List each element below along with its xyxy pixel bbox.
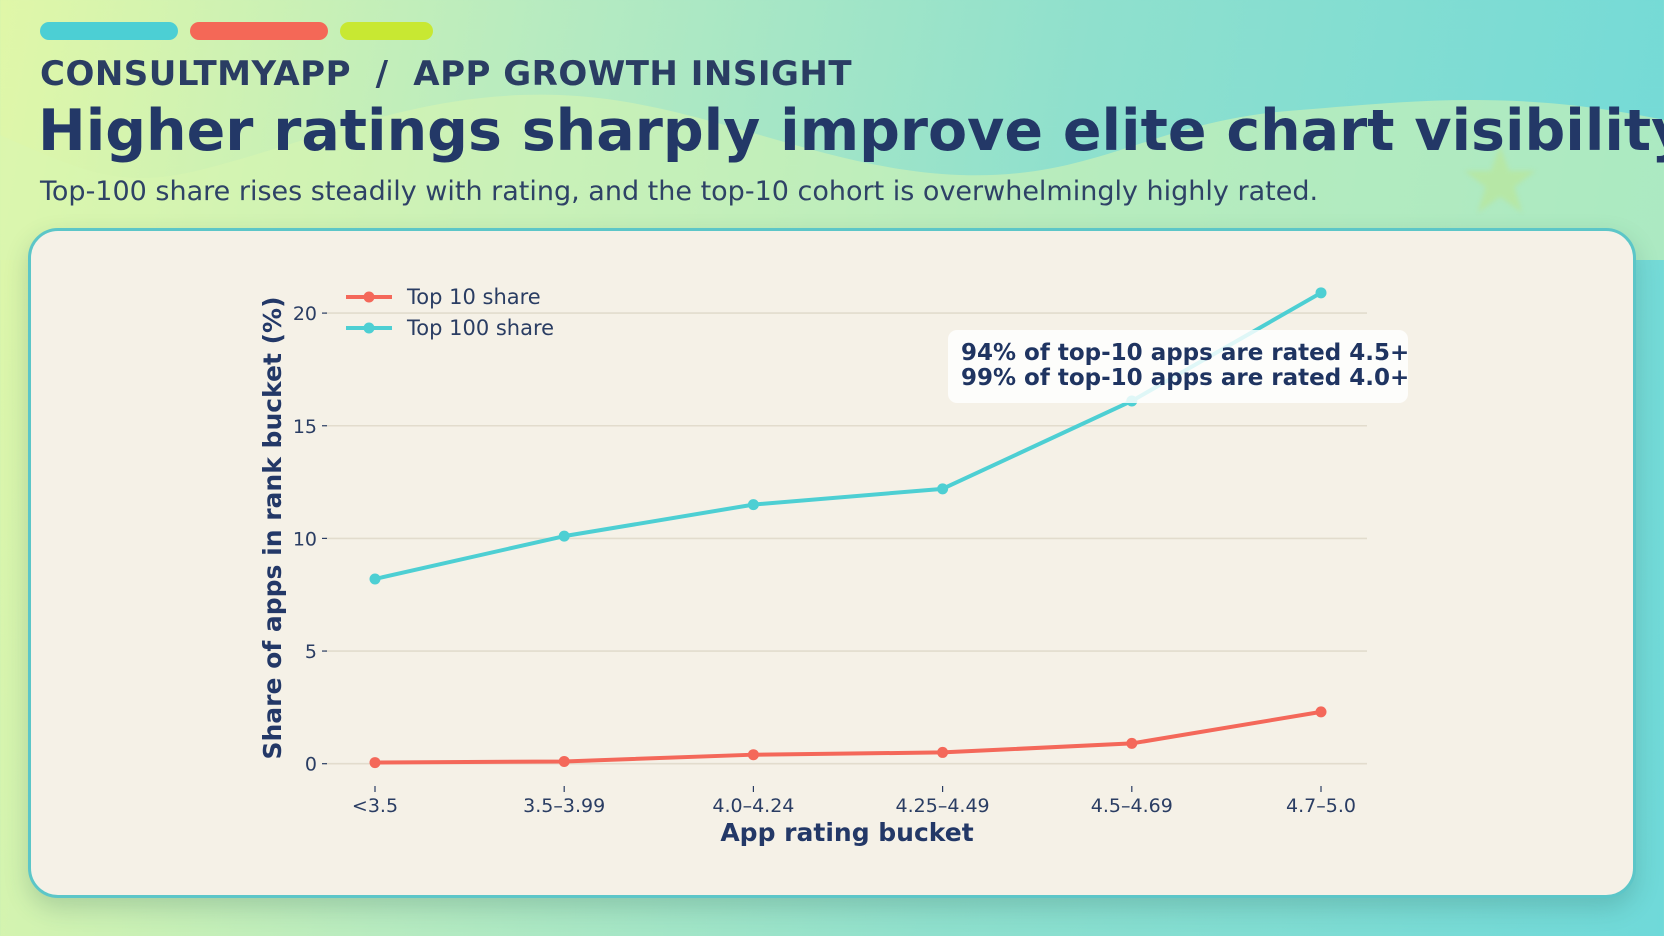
y-tick-label: 5	[305, 641, 317, 663]
legend-item: Top 10 share	[346, 285, 541, 309]
data-point	[1315, 287, 1327, 299]
data-point	[369, 573, 381, 585]
y-axis-title: Share of apps in rank bucket (%)	[258, 296, 287, 759]
x-tick-label: <3.5	[352, 795, 398, 817]
y-tick-label: 0	[305, 754, 317, 776]
data-point	[558, 755, 570, 767]
x-tick-label: 4.5–4.69	[1091, 795, 1173, 817]
annotation-background	[948, 330, 1408, 403]
annotation-line: 99% of top-10 apps are rated 4.0+	[961, 365, 1409, 391]
x-tick-label: 4.7–5.0	[1286, 795, 1356, 817]
accent-pills	[40, 22, 433, 40]
data-point	[937, 483, 949, 495]
x-tick-label: 3.5–3.99	[523, 795, 605, 817]
annotation-line: 94% of top-10 apps are rated 4.5+	[961, 340, 1409, 366]
x-axis-ticks: <3.5 3.5–3.99 4.0–4.24 4.25–4.49 4.5–4.69 4.7…	[352, 786, 1356, 817]
data-point	[558, 530, 570, 542]
data-point	[1126, 737, 1138, 749]
page-subtitle: Top-100 share rises steadily with rating…	[40, 176, 1319, 207]
page-title: Higher ratings sharply improve elite cha…	[38, 98, 1664, 164]
x-tick-label: 4.25–4.49	[896, 795, 990, 817]
series-line	[373, 709, 1323, 765]
accent-pill-coral	[190, 22, 328, 40]
y-axis-ticks: 0 5 10 15 20	[293, 303, 327, 776]
legend-label: Top 100 share	[406, 316, 554, 340]
data-point	[937, 746, 949, 758]
eyebrow-label: CONSULTMYAPP / APP GROWTH INSIGHT	[40, 54, 853, 94]
y-tick-label: 15	[293, 416, 317, 438]
legend-label: Top 10 share	[406, 285, 541, 309]
data-point	[369, 757, 381, 769]
series-top-10-share	[369, 706, 1327, 769]
legend-swatch-marker	[363, 322, 375, 334]
annotation-box: 94% of top-10 apps are rated 4.5+99% of …	[948, 330, 1409, 403]
y-tick-label: 10	[293, 528, 317, 550]
accent-pill-lime	[340, 22, 433, 40]
legend-swatch-marker	[363, 291, 375, 303]
data-point	[1315, 706, 1327, 718]
y-tick-label: 20	[293, 303, 317, 325]
data-point	[747, 499, 759, 511]
legend: Top 10 share Top 100 share	[346, 285, 554, 340]
data-point	[747, 749, 759, 761]
legend-item: Top 100 share	[346, 316, 554, 340]
star-icon	[1464, 145, 1536, 213]
x-axis-title: App rating bucket	[720, 818, 973, 847]
background-wave	[0, 94, 1664, 260]
x-tick-label: 4.0–4.24	[712, 795, 794, 817]
accent-pill-teal	[40, 22, 178, 40]
